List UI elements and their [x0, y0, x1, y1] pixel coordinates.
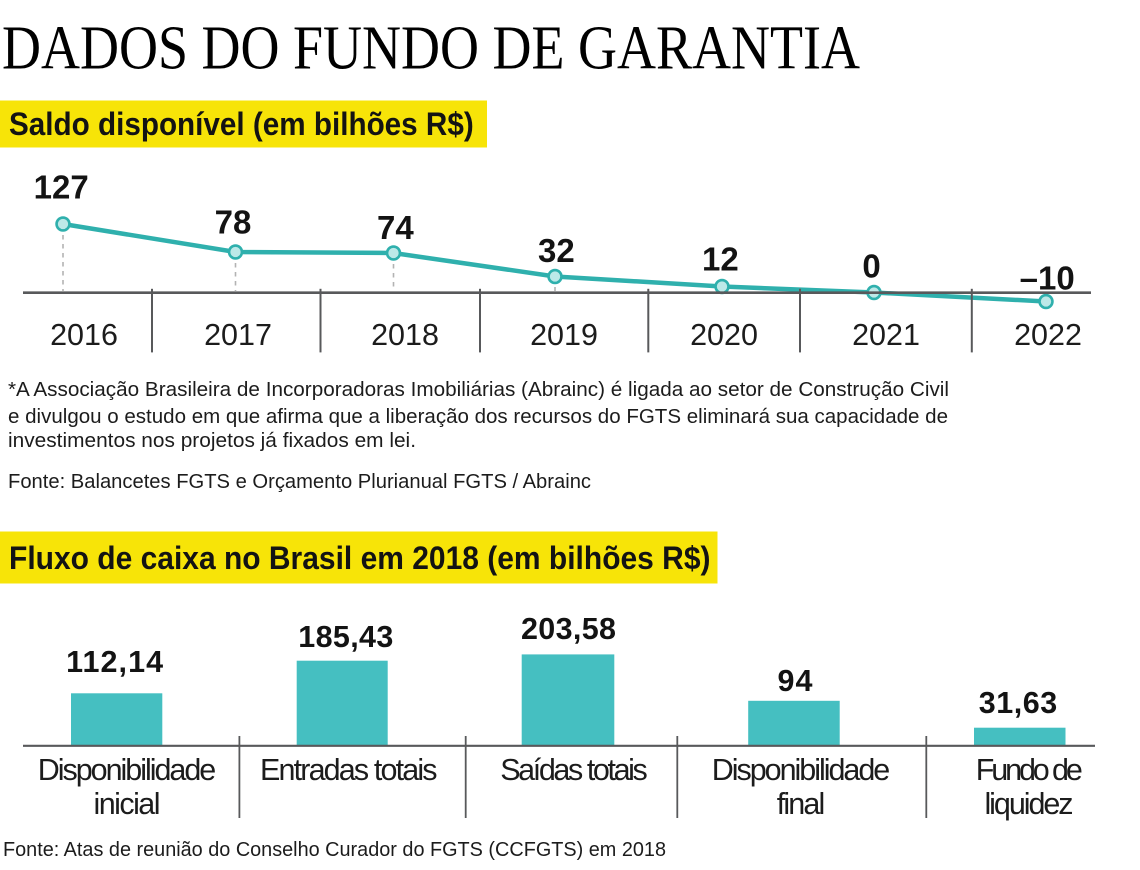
svg-text:2018: 2018 — [371, 318, 439, 352]
svg-text:185,43: 185,43 — [298, 620, 393, 654]
svg-text:–10: –10 — [1020, 260, 1075, 297]
svg-text:2017: 2017 — [204, 318, 272, 352]
svg-text:Entradas totais: Entradas totais — [260, 753, 438, 787]
svg-text:12: 12 — [702, 241, 739, 278]
svg-text:Disponibilidade: Disponibilidade — [712, 753, 891, 787]
svg-text:final: final — [777, 787, 826, 821]
svg-text:0: 0 — [862, 247, 880, 284]
svg-text:2020: 2020 — [690, 318, 758, 352]
svg-text:inicial: inicial — [94, 787, 161, 821]
svg-text:Saídas totais: Saídas totais — [500, 753, 648, 787]
svg-text:32: 32 — [538, 232, 575, 269]
svg-text:203,58: 203,58 — [521, 612, 616, 646]
svg-text:2016: 2016 — [50, 318, 118, 352]
svg-text:Fonte: Atas de reunião do Cons: Fonte: Atas de reunião do Conselho Curad… — [3, 839, 666, 861]
svg-text:liquidez: liquidez — [984, 787, 1073, 821]
svg-text:Saldo disponível (em bilhões R: Saldo disponível (em bilhões R$) — [9, 106, 474, 142]
svg-text:Fundo de: Fundo de — [976, 753, 1083, 787]
svg-text:Disponibilidade: Disponibilidade — [38, 753, 217, 787]
svg-text:2019: 2019 — [530, 318, 598, 352]
svg-text:investimentos nos projetos já: investimentos nos projetos já fixados em… — [8, 430, 416, 452]
svg-text:e divulgou o estudo em que afi: e divulgou o estudo em que afirma que a … — [8, 406, 948, 428]
svg-text:31,63: 31,63 — [979, 686, 1058, 720]
svg-text:2021: 2021 — [852, 318, 920, 352]
svg-text:*A Associação Brasileira de In: *A Associação Brasileira de Incorporador… — [8, 379, 949, 401]
svg-text:127: 127 — [34, 168, 89, 205]
svg-text:2022: 2022 — [1014, 318, 1082, 352]
svg-text:112,14: 112,14 — [66, 645, 163, 679]
svg-text:78: 78 — [215, 203, 252, 240]
svg-text:74: 74 — [377, 209, 414, 246]
svg-text:94: 94 — [778, 664, 813, 698]
svg-text:Fluxo de caixa no Brasil em 20: Fluxo de caixa no Brasil em 2018 (em bil… — [9, 540, 711, 576]
svg-text:Fonte: Balancetes FGTS e Orçam: Fonte: Balancetes FGTS e Orçamento Pluri… — [8, 471, 591, 493]
svg-text:DADOS DO FUNDO DE GARANTIA: DADOS DO FUNDO DE GARANTIA — [2, 12, 860, 82]
